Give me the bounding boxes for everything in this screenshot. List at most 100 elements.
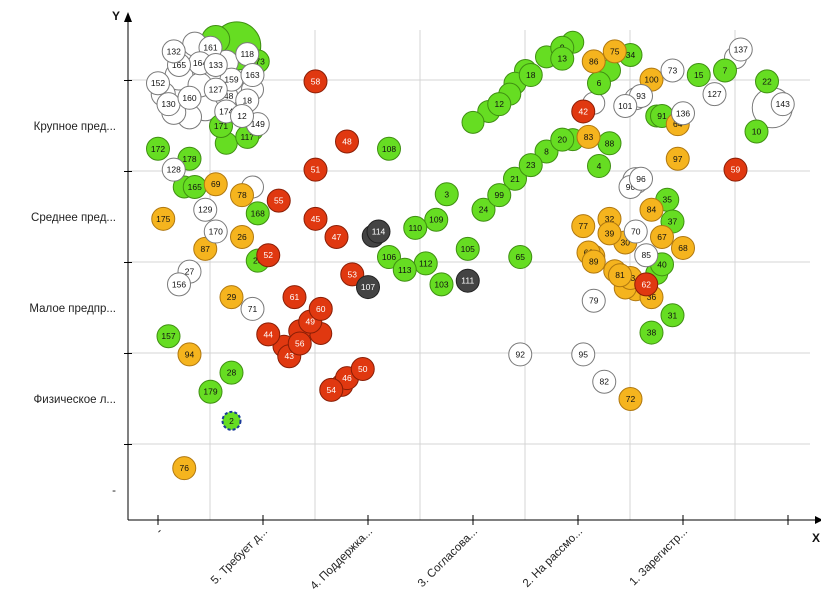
bubble-108[interactable]: 108	[377, 136, 401, 161]
bubble-69[interactable]: 69	[203, 172, 228, 197]
bubble-45[interactable]: 45	[303, 206, 328, 231]
bubble-160[interactable]: 160	[177, 85, 202, 110]
bubble-172[interactable]: 172	[146, 136, 170, 161]
bubble-68[interactable]: 68	[671, 235, 695, 260]
bubble-143[interactable]: 143	[770, 92, 795, 117]
bubble-15[interactable]: 15	[686, 63, 711, 88]
bubble-52[interactable]: 52	[256, 243, 281, 268]
bubble-170[interactable]: 170	[203, 219, 228, 244]
bubble-136[interactable]: 136	[671, 101, 695, 126]
bubble-109[interactable]: 109	[424, 207, 449, 232]
bubble-81[interactable]: 81	[608, 263, 632, 288]
bubble-53[interactable]: 53	[340, 262, 365, 287]
bubble-3[interactable]: 3	[434, 182, 459, 207]
bubble-137[interactable]: 137	[728, 37, 753, 62]
bubble-59[interactable]: 59	[723, 157, 748, 182]
bubble-58[interactable]: 58	[303, 69, 328, 94]
bubble-4[interactable]: 4	[587, 154, 611, 179]
bubble-67[interactable]: 67	[650, 225, 674, 250]
bubble-129[interactable]: 129	[193, 197, 218, 222]
bubble-78[interactable]: 78	[230, 183, 254, 208]
bubble-61[interactable]: 61	[282, 285, 307, 310]
bubble-99[interactable]: 99	[487, 183, 512, 208]
bubble-82[interactable]: 82	[592, 369, 617, 394]
bubble-86[interactable]: 86	[581, 49, 606, 74]
bubble-6[interactable]: 6	[587, 71, 611, 96]
bubble-12[interactable]: 12	[230, 103, 254, 128]
bubble-2[interactable]: 2	[221, 410, 242, 431]
bubble-62[interactable]: 62	[634, 272, 659, 297]
bubble-163[interactable]: 163	[240, 63, 265, 88]
bubble-56[interactable]: 56	[287, 331, 312, 356]
bubble-77[interactable]: 77	[571, 214, 596, 239]
bubble-179[interactable]: 179	[198, 379, 223, 404]
bubble-118[interactable]: 118	[235, 42, 260, 67]
bubble-50[interactable]: 50	[350, 356, 375, 381]
bubble-127[interactable]: 127	[702, 82, 727, 107]
bubble-92[interactable]: 92	[508, 342, 533, 367]
bubble-44[interactable]: 44	[256, 322, 281, 347]
bubble-111[interactable]: 111	[455, 268, 480, 293]
bubble-105[interactable]: 105	[455, 236, 480, 261]
bubble-48[interactable]: 48	[335, 129, 359, 154]
bubble-130[interactable]: 130	[156, 92, 181, 117]
bubble-60[interactable]: 60	[308, 296, 333, 321]
bubble-47[interactable]: 47	[324, 225, 349, 250]
bubble-51[interactable]: 51	[303, 157, 328, 182]
bubble-106[interactable]: 106	[377, 245, 401, 270]
bubble-39[interactable]: 39	[597, 221, 622, 246]
bubble-152[interactable]: 152	[146, 71, 170, 96]
bubble-42[interactable]: 42	[571, 99, 596, 124]
bubble-96[interactable]: 96	[629, 166, 653, 191]
bubble-89[interactable]: 89	[581, 249, 606, 274]
bubble-28[interactable]: 28	[219, 360, 244, 385]
bubble-168[interactable]: 168	[245, 201, 270, 226]
bubble-101[interactable]: 101	[613, 93, 638, 118]
bubble-112[interactable]: 112	[413, 251, 438, 276]
bubble-13[interactable]: 13	[550, 46, 575, 71]
bubble-114[interactable]: 114	[366, 219, 391, 244]
bubble-26[interactable]: 26	[230, 225, 254, 250]
bubble-85[interactable]: 85	[634, 243, 659, 268]
bubble-7[interactable]: 7	[713, 58, 737, 83]
bubble-83[interactable]: 83	[576, 124, 601, 149]
bubble-20[interactable]: 20	[550, 127, 575, 152]
bubble-128[interactable]: 128	[161, 157, 186, 182]
bubble-31[interactable]: 31	[660, 303, 685, 328]
bubble-157[interactable]: 157	[156, 324, 181, 349]
bubble-110[interactable]: 110	[403, 215, 428, 240]
bubble-127[interactable]: 127	[203, 77, 228, 102]
bubble-107[interactable]: 107	[356, 275, 380, 300]
bubble-72[interactable]: 72	[618, 387, 643, 411]
bubble-97[interactable]: 97	[665, 146, 690, 171]
bubble-38[interactable]: 38	[639, 320, 664, 345]
bubble-88[interactable]: 88	[597, 131, 622, 156]
bubble-10[interactable]: 10	[744, 119, 769, 144]
bubble-71[interactable]: 71	[240, 296, 265, 321]
bubble-76[interactable]: 76	[172, 456, 197, 481]
bubble-12[interactable]: 12	[487, 92, 512, 117]
bubble-54[interactable]: 54	[319, 377, 344, 402]
bubble-84[interactable]: 84	[639, 197, 664, 222]
bubble-175[interactable]: 175	[151, 206, 176, 231]
bubble-113[interactable]: 113	[392, 257, 417, 282]
bubble-133[interactable]: 133	[203, 53, 228, 78]
bubble-22[interactable]: 22	[755, 69, 779, 94]
bubble-65[interactable]: 65	[508, 245, 533, 270]
bubble-132[interactable]: 132	[161, 39, 186, 64]
bubble-18[interactable]: 18	[518, 63, 543, 88]
bubble-73[interactable]: 73	[660, 58, 685, 83]
bubble-29[interactable]: 29	[219, 285, 244, 310]
bubble-95[interactable]: 95	[571, 342, 596, 367]
bubble-94[interactable]: 94	[177, 342, 202, 367]
bubble-21[interactable]: 21	[503, 166, 527, 191]
bubble-75[interactable]: 75	[602, 39, 627, 64]
bubble-24[interactable]: 24	[471, 197, 496, 222]
bubble-103[interactable]: 103	[429, 272, 454, 297]
bubble-165[interactable]: 165	[182, 174, 207, 199]
bubble-23[interactable]: 23	[518, 153, 543, 178]
bubble-70[interactable]: 70	[623, 219, 648, 244]
bubble-156[interactable]: 156	[167, 272, 191, 297]
bubble-55[interactable]: 55	[266, 188, 291, 213]
bubble-79[interactable]: 79	[581, 288, 606, 313]
